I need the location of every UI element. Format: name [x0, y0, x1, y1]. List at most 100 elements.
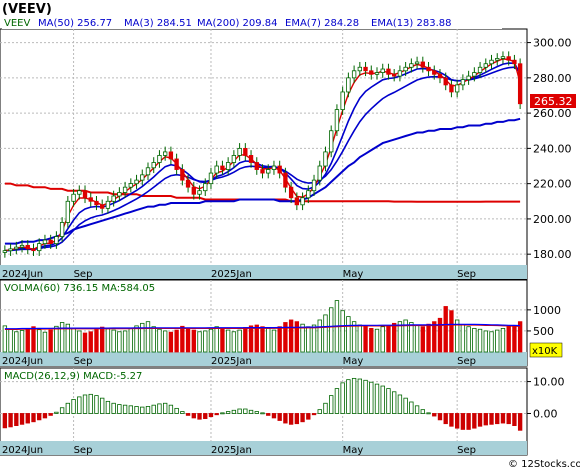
candle	[512, 59, 517, 65]
volume-bar	[140, 322, 145, 353]
volume-bar	[449, 310, 454, 353]
candle	[8, 248, 13, 252]
macd-bar	[100, 397, 105, 414]
volume-bar	[495, 329, 500, 353]
macd-bar	[180, 411, 185, 414]
macd-bar	[329, 395, 334, 414]
volume-bar	[300, 323, 305, 353]
volume-bar	[460, 324, 466, 353]
volume-y-axis: 500 1000	[527, 304, 561, 338]
volume-bar	[489, 331, 494, 353]
macd-bar	[369, 381, 374, 414]
legend-ema13: EMA(13) 283.88	[371, 18, 451, 29]
macd-bar	[426, 412, 431, 415]
candle	[489, 59, 494, 65]
volume-bar	[437, 317, 443, 353]
macd-bar	[472, 413, 477, 429]
candle	[306, 190, 311, 199]
candle	[340, 91, 345, 110]
candle	[477, 66, 483, 73]
y-tick-label: 180.00	[533, 248, 572, 261]
macd-bar	[340, 382, 345, 414]
candle	[157, 155, 162, 163]
volume-bar	[111, 329, 116, 353]
candle	[14, 246, 19, 250]
macd-bar	[351, 377, 357, 414]
volume-bar	[363, 326, 368, 353]
candle	[25, 244, 30, 250]
volume-bar	[134, 325, 139, 353]
x-tick-label: 2025Jan	[211, 356, 252, 367]
volume-bar	[380, 326, 385, 353]
volume-bar	[157, 328, 162, 353]
volume-bar	[37, 329, 42, 353]
candle	[37, 243, 42, 252]
price-x-axis: 2024Jun Sep 2025Jan May Sep	[2, 269, 476, 280]
volume-bar	[454, 319, 460, 353]
volume-legend: VOLMA(60) 736.15 MA:584.05	[4, 283, 155, 294]
volume-bar	[420, 326, 425, 353]
volume-bar	[443, 306, 448, 353]
candle	[185, 179, 191, 188]
candle	[506, 56, 511, 61]
macd-bar	[203, 413, 208, 419]
x-tick-label: 2025Jan	[211, 445, 252, 456]
legend-ma50: MA(50) 256.77	[38, 18, 112, 29]
candle	[208, 172, 214, 185]
volume-bar	[14, 331, 19, 353]
volume-bar	[311, 324, 317, 353]
volume-bar	[403, 319, 408, 353]
volume-bar	[168, 331, 174, 353]
candle	[260, 169, 265, 174]
macd-bar	[14, 413, 19, 427]
candle	[203, 183, 208, 192]
price-plot-frame	[0, 28, 528, 280]
candle	[495, 58, 500, 61]
macd-bar	[334, 388, 340, 414]
x-tick-label: Sep	[457, 269, 476, 280]
macd-bar	[54, 411, 59, 414]
candle	[266, 169, 271, 174]
series-line	[4, 323, 521, 330]
macd-bar	[122, 404, 128, 414]
volume-bar	[117, 331, 122, 353]
macd-bar	[260, 412, 265, 415]
macd-bar	[220, 412, 225, 415]
macd-bar	[357, 378, 363, 414]
volume-bar	[260, 326, 265, 353]
volume-x-axis-strip	[0, 352, 527, 366]
volume-bar	[483, 330, 488, 353]
candle	[483, 63, 488, 68]
macd-bar	[397, 394, 403, 414]
macd-bar	[42, 413, 48, 419]
volume-bar	[517, 321, 523, 353]
macd-bar	[25, 413, 30, 424]
candle	[454, 84, 460, 93]
volume-bar	[374, 328, 380, 353]
x-tick-label: May	[343, 445, 364, 456]
candle	[363, 66, 368, 72]
volume-bar	[432, 321, 437, 353]
legend-symbol: VEEV	[4, 18, 30, 29]
candle	[94, 200, 99, 206]
y-tick-label: 10.00	[533, 376, 565, 389]
macd-bar	[288, 413, 294, 425]
candle	[311, 179, 317, 192]
candle	[357, 66, 363, 72]
price-x-axis-strip	[0, 265, 527, 279]
volume-bar	[329, 307, 334, 353]
candle	[117, 192, 122, 197]
macd-bar	[283, 413, 288, 424]
volume-bar	[323, 314, 328, 353]
volume-bar	[185, 327, 191, 353]
volume-bar	[506, 326, 511, 353]
volume-bar	[512, 325, 517, 353]
volume-bar	[288, 319, 294, 353]
macd-bar	[254, 411, 259, 414]
y-tick-label: 1000	[533, 304, 561, 317]
candle	[369, 70, 374, 75]
candle	[19, 244, 25, 248]
volume-bar	[180, 325, 185, 353]
candle	[140, 174, 145, 181]
